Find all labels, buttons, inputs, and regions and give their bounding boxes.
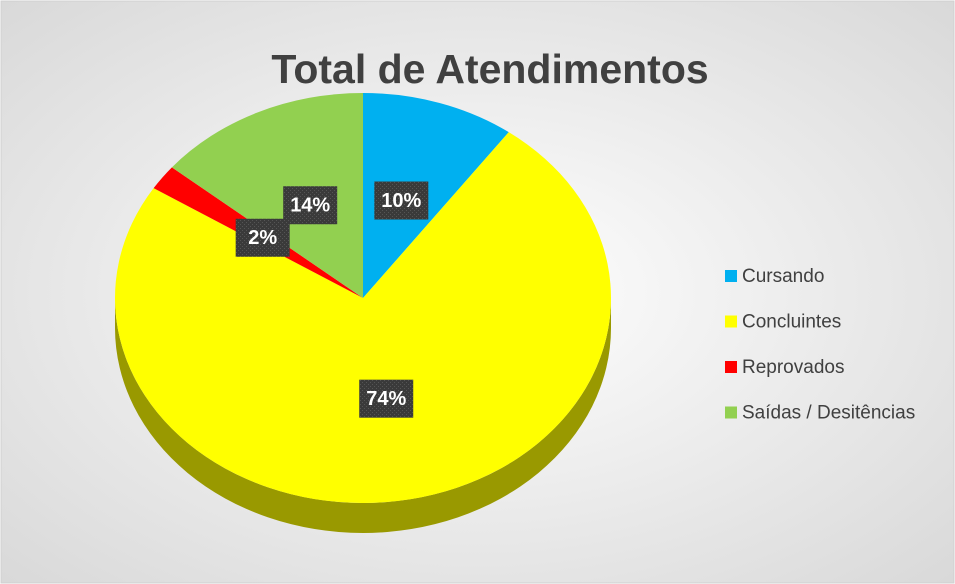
data-label-box [235, 218, 290, 257]
data-label-box [283, 186, 338, 225]
data-label-box [359, 379, 414, 418]
slice [363, 93, 509, 298]
chart-title: Total de Atendimentos [271, 46, 708, 92]
legend-swatch [725, 406, 737, 419]
data-label: 2% [248, 227, 277, 249]
legend-swatch [725, 270, 737, 282]
slice [171, 93, 363, 298]
legend-label: Saídas / Desitências [742, 403, 915, 424]
legend-swatch [725, 315, 737, 328]
data-label: 14% [290, 195, 330, 217]
data-label: 10% [381, 190, 421, 212]
legend-label: Cursando [742, 266, 824, 287]
data-label-box [374, 181, 429, 220]
slice [114, 132, 611, 503]
legend-swatch [725, 361, 737, 373]
data-label: 74% [366, 388, 406, 410]
legend-label: Reprovados [742, 357, 844, 378]
legend-label: Concluintes [742, 312, 841, 333]
